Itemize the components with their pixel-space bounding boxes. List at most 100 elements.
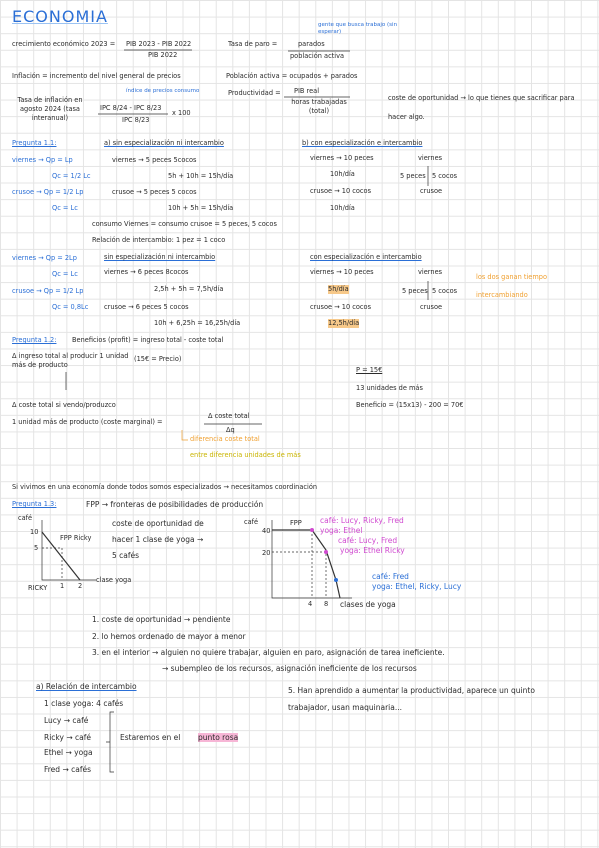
text: (15€ = Precio) <box>134 355 182 363</box>
note: índice de precios consumo <box>126 88 200 94</box>
axis-label: clase yoga <box>96 576 132 584</box>
list-item: 3. en el interior → alguien no quiere tr… <box>92 648 445 657</box>
text: 13 unidades de más <box>356 384 423 392</box>
point-label: yoga: Ethel, Ricky, Lucy <box>372 582 462 591</box>
text: 5 cocos <box>432 287 458 295</box>
highlight: 5h/día <box>328 285 349 294</box>
arrow <box>181 430 188 441</box>
heading: Pregunta 1.3: <box>12 500 57 508</box>
guide <box>272 530 327 598</box>
text: coste de oportunidad de hacer 1 clase de… <box>112 519 204 560</box>
text: viernes → 5 peces 5cocos <box>112 156 197 164</box>
text: 5 peces <box>402 287 428 295</box>
heading: Pregunta 1.1: <box>12 139 57 147</box>
text: crusoe <box>420 187 443 195</box>
text: FPP → fronteras de posibilidades de prod… <box>86 500 264 509</box>
point-label: yoga: Ethel <box>320 526 363 535</box>
heading: a) sin especialización ni intercambio <box>104 139 224 147</box>
page-title: ECONOMIA <box>12 7 108 26</box>
text: parados <box>298 40 325 48</box>
axis-label: café <box>18 514 33 522</box>
text: viernes → 10 peces <box>310 154 374 162</box>
text: PIB real <box>294 87 320 95</box>
heading: sin especialización ni intercambio <box>104 253 216 261</box>
text: Qc = Lc <box>52 270 78 278</box>
text: viernes → Qp = 2Lp <box>12 254 77 262</box>
point <box>324 550 328 554</box>
text: 10h + 6,25h = 16,25h/día <box>154 319 241 327</box>
heading: con especialización e intercambio <box>310 253 422 261</box>
text: PIB 2023 - PIB 2022 <box>126 40 192 48</box>
text: Productividad = <box>228 89 281 97</box>
point <box>334 578 338 582</box>
text: crusoe → 6 peces 5 cocos <box>104 303 189 311</box>
text: Tasa de paro = <box>228 40 278 48</box>
text: Estaremos en el <box>120 733 181 742</box>
text: Población activa = ocupados + parados <box>226 72 358 80</box>
point <box>310 528 314 532</box>
heading: a) Relación de intercambio <box>36 682 137 691</box>
text: coste de oportunidad → lo que tienes que… <box>388 94 575 121</box>
fpp-curve <box>272 529 341 599</box>
text: Si vivimos en una economía donde todos s… <box>12 483 318 491</box>
text: Ricky → café <box>44 733 91 742</box>
axis-label: café <box>244 518 259 526</box>
point-label: café: Fred <box>372 572 409 581</box>
text: 10h + 5h = 15h/día <box>168 204 234 212</box>
label: RICKY <box>28 584 48 592</box>
text: 2,5h + 5h = 7,5h/día <box>154 285 224 293</box>
text: crusoe → 10 cocos <box>310 303 371 311</box>
note: diferencia coste total <box>190 435 260 443</box>
text: crusoe → 5 peces 5 cocos <box>112 188 197 196</box>
text: Qc = 0,8Lc <box>52 303 89 311</box>
text: viernes → 6 peces 8cocos <box>104 268 189 276</box>
text: 1 clase yoga: 4 cafés <box>44 699 124 708</box>
text: 10h/día <box>330 170 355 178</box>
text: PIB 2022 <box>148 51 178 59</box>
text: Beneficios (profit) = ingreso total - co… <box>72 336 224 344</box>
note: entre diferencia unidades de más <box>190 451 301 459</box>
text: Qc = Lc <box>52 204 78 212</box>
text: Lucy → café <box>44 716 89 725</box>
axes <box>41 520 96 581</box>
tick-label: 20 <box>262 549 271 557</box>
heading: Pregunta 1.2: <box>12 336 57 344</box>
text: Relación de intercambio: 1 pez = 1 coco <box>92 236 226 244</box>
text: crusoe <box>420 303 443 311</box>
list-item: 1. coste de oportunidad → pendiente <box>92 615 231 624</box>
text: 5 cocos <box>432 172 458 180</box>
text: Δq <box>226 426 235 434</box>
tick-label: 8 <box>324 600 329 608</box>
tick-label: 1 <box>60 582 65 590</box>
text: 5 peces <box>400 172 426 180</box>
text: consumo Viernes = consumo crusoe = 5 pec… <box>92 220 277 228</box>
text: Δ ingreso total al producir 1 unidad más… <box>12 352 129 369</box>
text: viernes <box>418 268 443 276</box>
text: Ethel → yoga <box>44 748 93 757</box>
list-item: 2. lo hemos ordenado de mayor a menor <box>92 632 246 641</box>
text: crusoe → Qp = 1/2 Lp <box>12 188 84 196</box>
tick-label: 10 <box>30 528 39 536</box>
text: IPC 8/24 - IPC 8/23 <box>100 104 162 112</box>
text: Inflación = incremento del nivel general… <box>12 72 181 80</box>
point-label: café: Lucy, Ricky, Fred <box>320 516 404 525</box>
label: FPP <box>290 519 302 527</box>
highlight: punto rosa <box>198 733 239 742</box>
text: crecimiento económico 2023 = <box>12 40 116 48</box>
text: x 100 <box>172 109 191 117</box>
text: Δ coste total <box>208 412 250 420</box>
text: 10h/día <box>330 204 355 212</box>
label: FPP Ricky <box>60 534 92 542</box>
text: Qc = 1/2 Lc <box>52 172 91 180</box>
text: Δ coste total si vendo/produzco <box>12 401 116 409</box>
text: Fred → cafés <box>44 765 91 774</box>
point-label: café: Lucy, Fred <box>338 536 398 545</box>
text: horas trabajadas (total) <box>291 98 347 115</box>
highlight: 12,5h/día <box>328 319 360 328</box>
tick-label: 4 <box>308 600 313 608</box>
text: viernes → Qp = Lp <box>12 156 73 164</box>
text: IPC 8/23 <box>122 116 150 124</box>
text: población activa <box>290 52 345 60</box>
